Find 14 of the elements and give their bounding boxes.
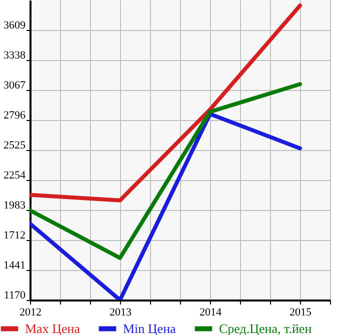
y-tick-label: 2525 bbox=[4, 140, 26, 152]
x-tick-label: 2012 bbox=[20, 306, 42, 318]
y-tick-label: 2254 bbox=[4, 170, 26, 182]
x-tick-label: 2013 bbox=[110, 306, 132, 318]
y-tick-label: 1983 bbox=[4, 200, 26, 212]
y-tick-label: 1441 bbox=[4, 260, 26, 272]
x-tick-label: 2014 bbox=[200, 306, 222, 318]
x-tick-label: 2015 bbox=[290, 306, 312, 318]
y-tick-label: 1170 bbox=[4, 290, 26, 302]
y-tick-label: 3609 bbox=[4, 20, 26, 32]
y-tick-label: 1712 bbox=[4, 230, 26, 242]
y-tick-label: 3067 bbox=[4, 80, 26, 92]
y-tick-label: 2796 bbox=[4, 110, 26, 122]
y-tick-label: 3338 bbox=[4, 50, 26, 62]
